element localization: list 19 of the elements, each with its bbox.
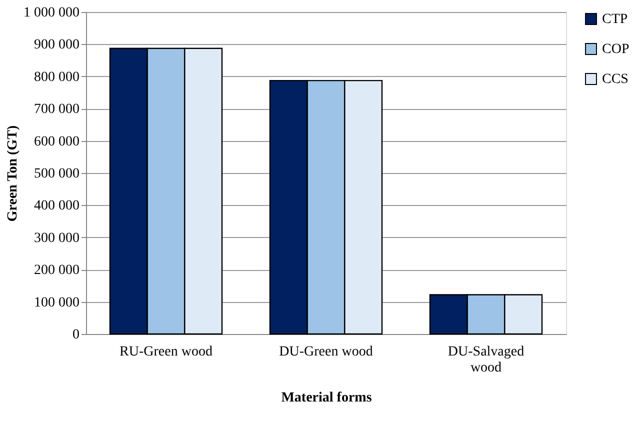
- x-tick-label: DU-Green wood: [279, 344, 373, 360]
- y-tick-label: 100 000: [34, 295, 80, 310]
- y-tick-label: 200 000: [34, 263, 80, 278]
- legend-label: CTP: [602, 12, 628, 27]
- legend-label: CCS: [602, 72, 628, 87]
- y-tick-label: 700 000: [34, 102, 80, 118]
- legend-label: COP: [602, 42, 630, 57]
- y-tick-label: 500 000: [34, 166, 80, 182]
- x-axis-title: Material forms: [281, 390, 372, 406]
- x-tick-label: DU-Salvaged wood: [448, 344, 524, 376]
- y-tick-label: 1 000 000: [24, 6, 80, 20]
- y-tick-label: 300 000: [34, 230, 80, 246]
- x-tick-label: RU-Green wood: [120, 344, 212, 360]
- y-tick-label: 400 000: [34, 198, 80, 214]
- y-tick-label: 600 000: [34, 134, 80, 150]
- y-axis-title: Green Ton (GT): [6, 125, 20, 222]
- y-tick-label: 800 000: [34, 70, 80, 85]
- y-tick-label: 900 000: [34, 38, 80, 53]
- y-tick-label: 0: [72, 328, 80, 342]
